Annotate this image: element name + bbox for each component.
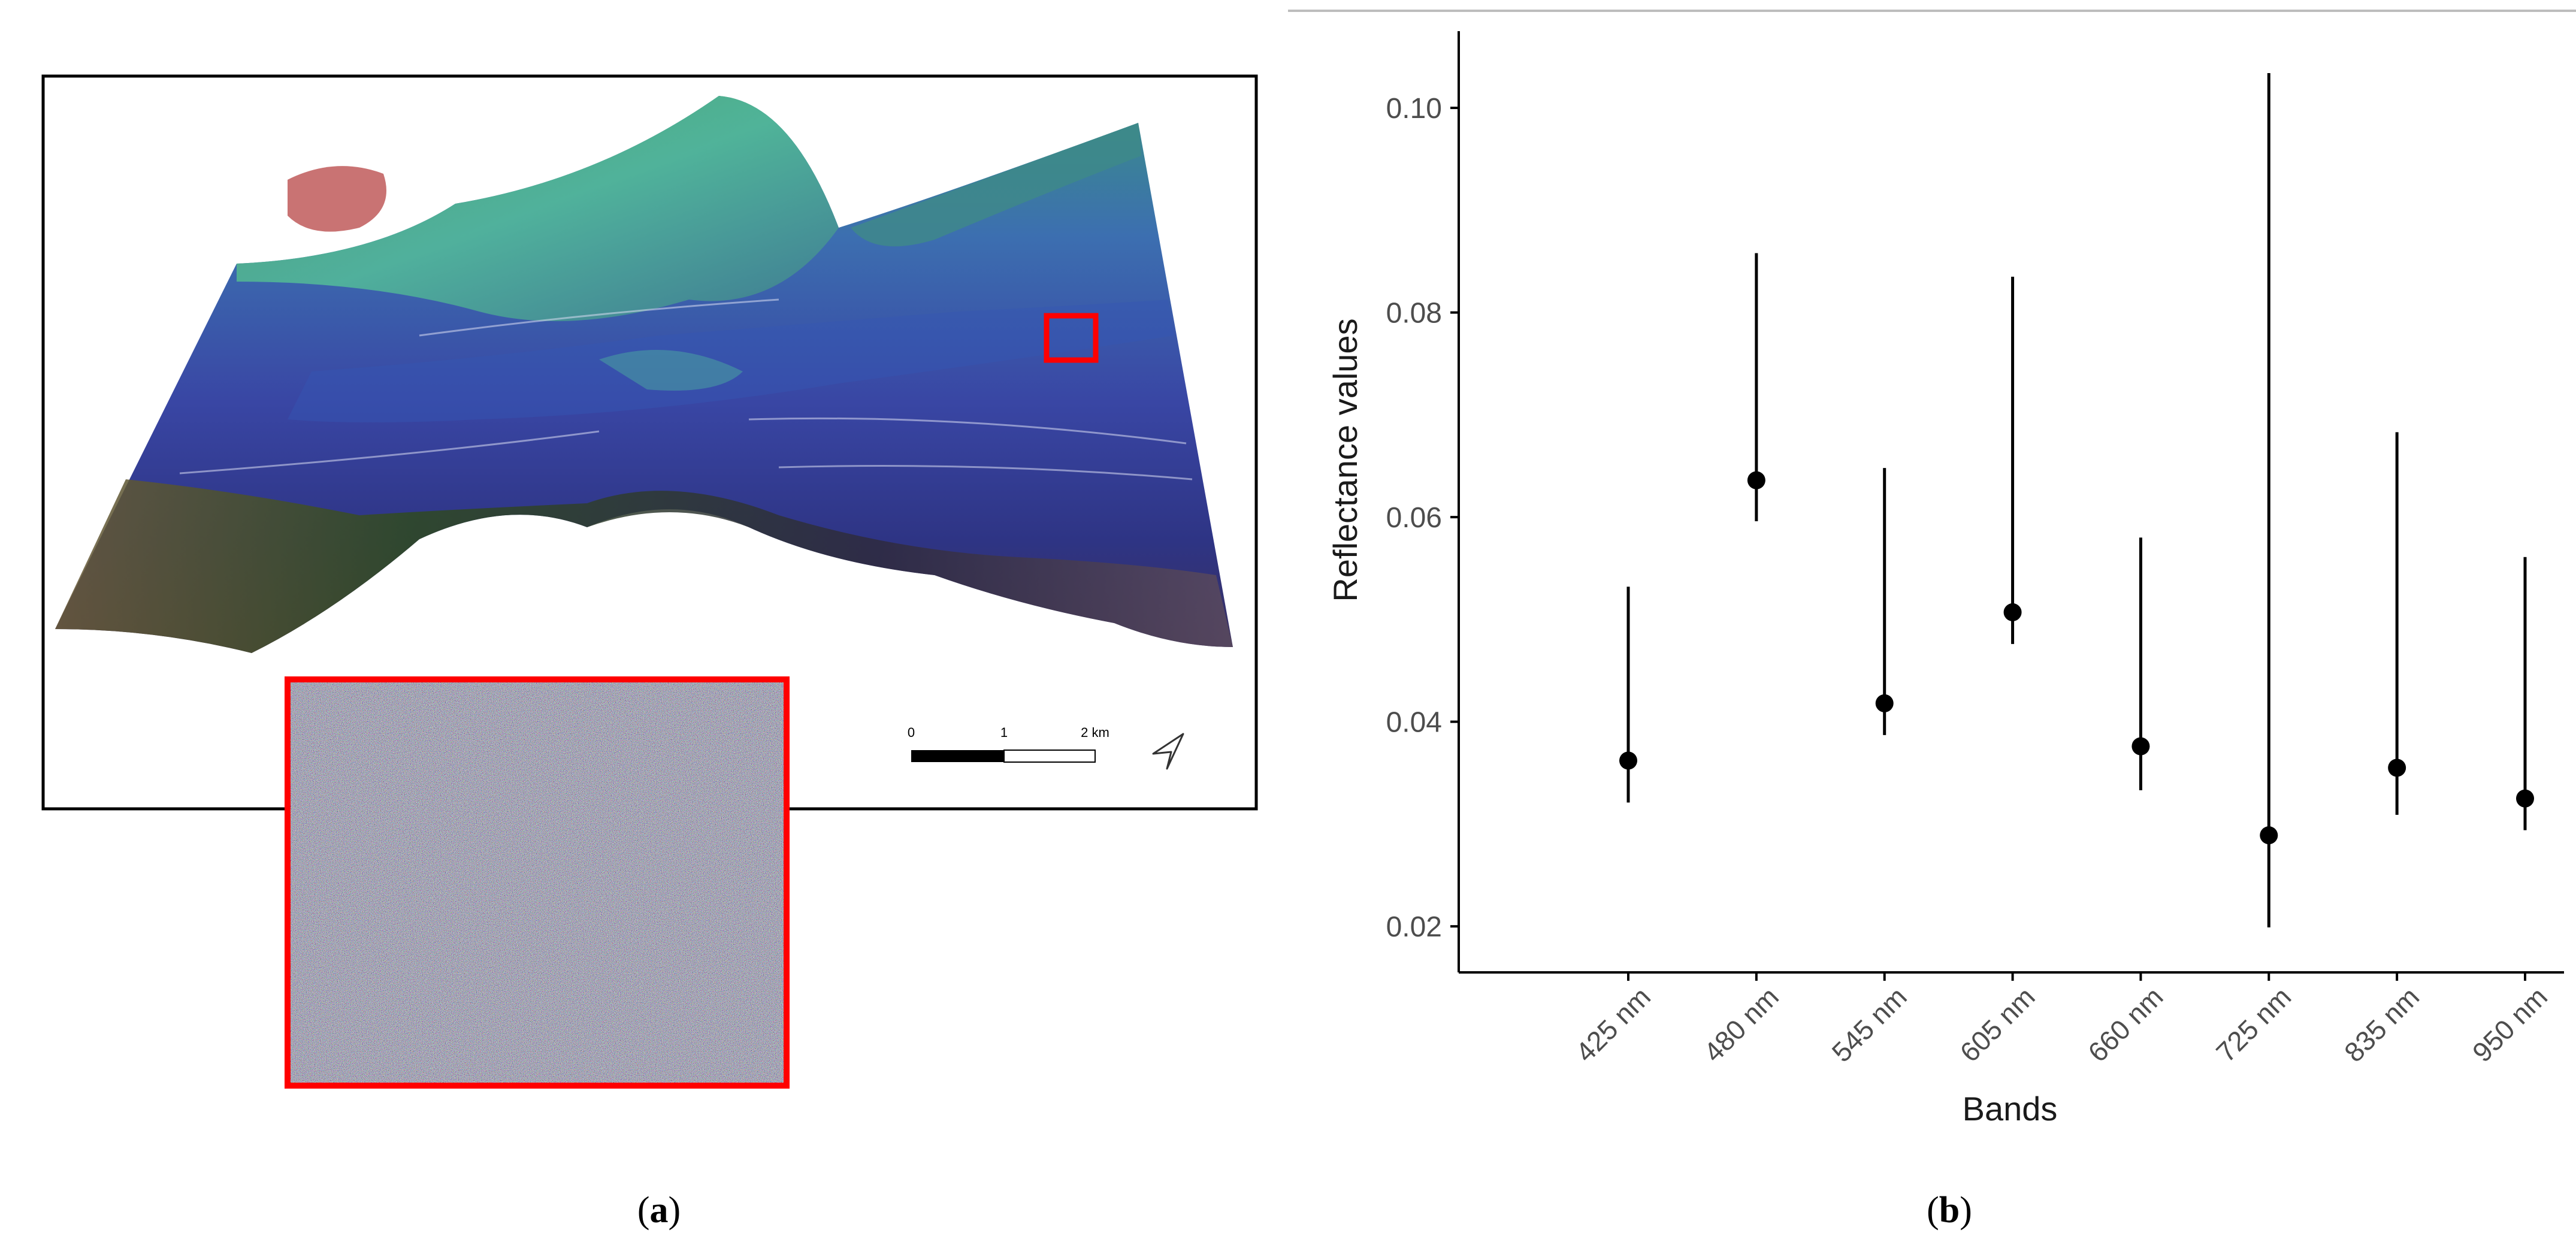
scale-tick-2: 2 km [1081, 725, 1109, 740]
highlight-box [1044, 313, 1099, 363]
x-tick-label: 950 nm [2466, 981, 2553, 1068]
data-point [2516, 789, 2534, 808]
y-axis-label: Reflectance values [1326, 318, 1364, 602]
scale-tick-1: 1 [1000, 725, 1008, 740]
scale-tick-0: 0 [908, 725, 915, 740]
y-tick-label: 0.08 [1386, 298, 1442, 330]
x-tick-label: 480 nm [1698, 981, 1785, 1068]
y-tick-label: 0.04 [1386, 707, 1442, 739]
panel-a: 0 1 2 km (a) [41, 74, 1258, 1231]
y-tick-label: 0.06 [1386, 502, 1442, 534]
x-tick-label: 425 nm [1570, 981, 1656, 1068]
river-image [55, 96, 1233, 653]
data-point [1747, 471, 1765, 489]
y-tick-label: 0.02 [1386, 911, 1442, 943]
data-point [1619, 751, 1637, 770]
zoom-inset [285, 676, 790, 1089]
panel-b-label: (b) [1927, 1190, 1972, 1231]
x-tick-label: 835 nm [2338, 981, 2425, 1068]
data-point [2003, 603, 2022, 621]
data-point [1875, 694, 1894, 712]
panel-b: 0.02 0.04 0.06 0.08 0.10 425 nm 480 nm 545 nm 6… [1288, 10, 2576, 1231]
x-tick-label: 605 nm [1954, 981, 2040, 1068]
panel-a-label: (a) [637, 1190, 681, 1231]
x-axis-label: Bands [1963, 1090, 2058, 1128]
data-point [2260, 826, 2278, 845]
x-tick-label: 545 nm [1826, 981, 1913, 1068]
x-tick-label: 660 nm [2082, 981, 2169, 1068]
y-tick-label: 0.10 [1386, 93, 1442, 125]
data-point [2131, 737, 2150, 756]
reflectance-chart: 0.02 0.04 0.06 0.08 0.10 425 nm 480 nm 545 nm 6… [1326, 31, 2564, 1128]
north-arrow-icon [1152, 733, 1184, 770]
scale-bar: 0 1 2 km [908, 725, 1109, 763]
data-point [2388, 758, 2406, 777]
x-tick-label: 725 nm [2210, 981, 2297, 1068]
